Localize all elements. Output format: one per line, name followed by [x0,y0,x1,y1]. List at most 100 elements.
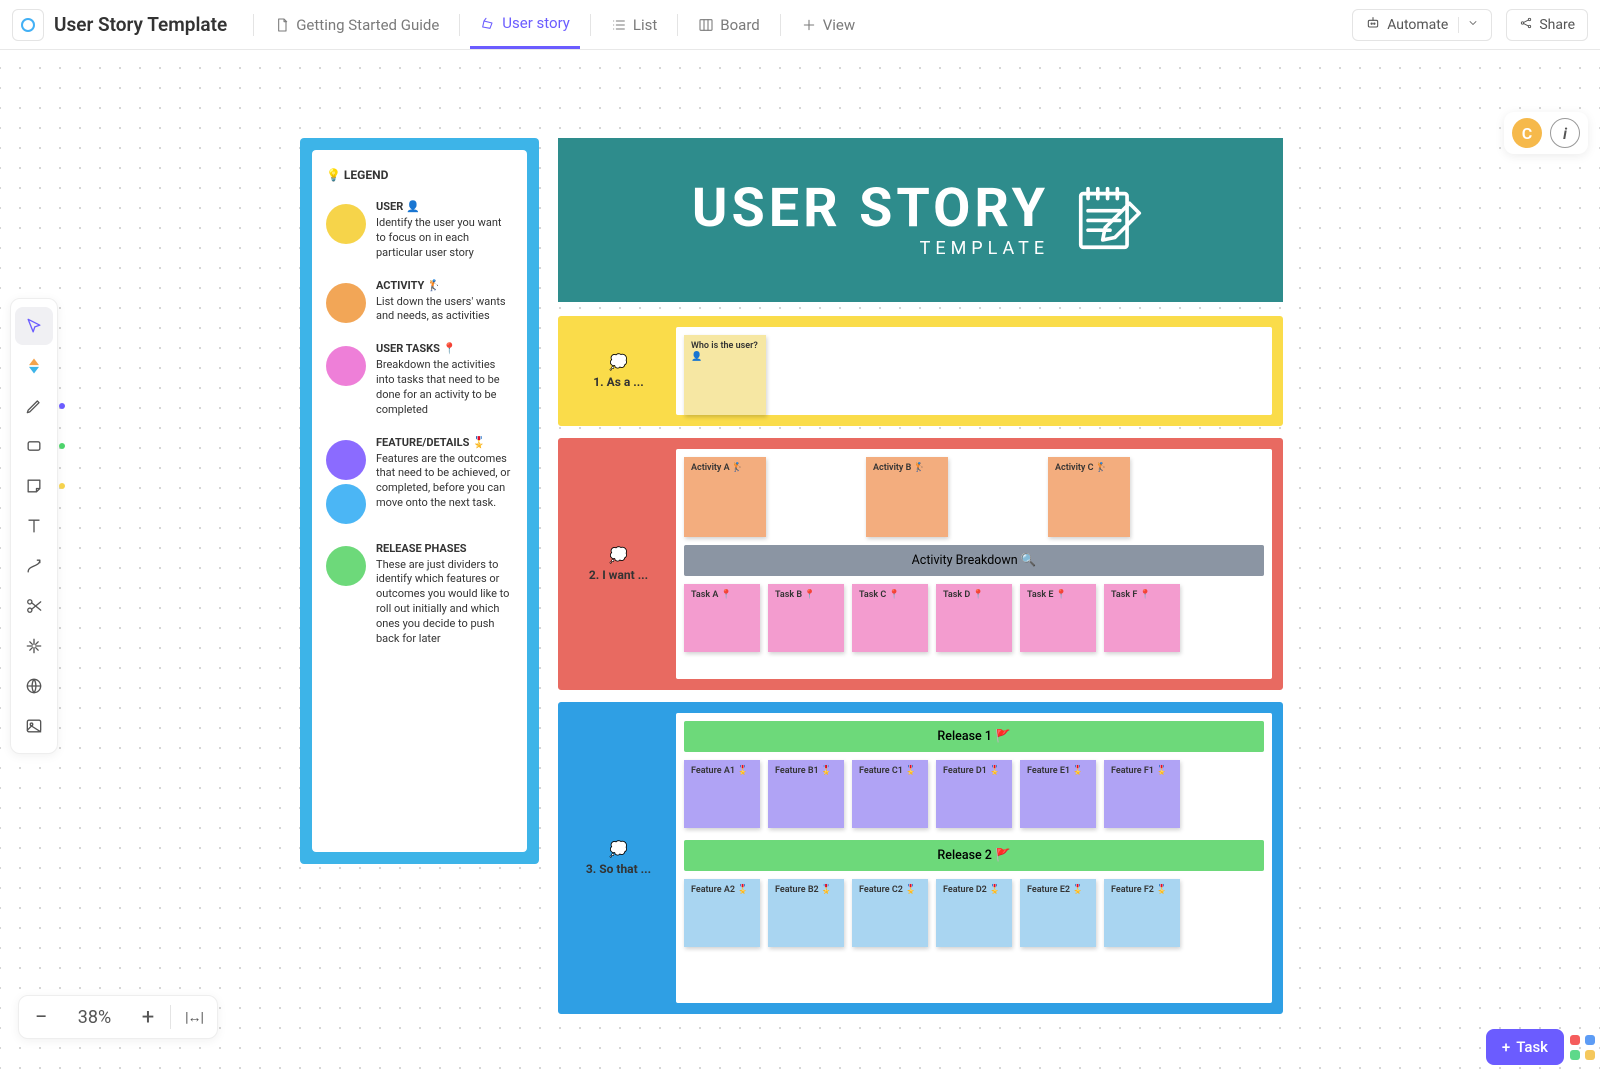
section-i-want[interactable]: 💭 2. I want ... Activity A 🏌️ Activity B … [558,438,1283,690]
sticky-user[interactable]: Who is the user? 👤 [684,335,766,415]
sticky-feature[interactable]: Feature E1 🎖️ [1020,760,1096,828]
sticky-feature[interactable]: Feature A2 🎖️ [684,879,760,947]
legend-swatch [326,546,366,586]
automate-button[interactable]: Automate [1352,9,1492,41]
image-tool[interactable] [15,707,53,745]
apps-button[interactable] [1570,1035,1596,1061]
tab-label: User story [502,14,570,32]
logo[interactable] [12,9,44,41]
zoom-value[interactable]: 38% [63,1007,126,1028]
legend-desc: Identify the user you want to focus on i… [376,216,513,261]
web-tool[interactable] [15,667,53,705]
section-so-that[interactable]: 💭 3. So that ... Release 1 🚩 Feature A1 … [558,702,1283,1014]
sparkle-tool[interactable] [15,627,53,665]
legend-heading: RELEASE PHASES [376,542,513,555]
sticky-feature[interactable]: Feature D2 🎖️ [936,879,1012,947]
activity-breakdown-band[interactable]: Activity Breakdown 🔍 [684,545,1264,576]
legend-item: RELEASE PHASESThese are just dividers to… [326,542,513,647]
tab-board[interactable]: Board [688,1,769,49]
bubble-icon: 💭 [609,840,628,858]
sticky-task[interactable]: Task B 📍 [768,584,844,652]
sticky-activity[interactable]: Activity B 🏌️ [866,457,948,537]
sticky-feature[interactable]: Feature A1 🎖️ [684,760,760,828]
banner[interactable]: USER STORY TEMPLATE [558,138,1283,302]
sticky-text: 👤 [691,352,759,363]
sticky-activity[interactable]: Activity A 🏌️ [684,457,766,537]
sticky-task[interactable]: Task C 📍 [852,584,928,652]
chevron-down-icon[interactable] [1458,17,1479,33]
pointer-tool[interactable] [15,307,53,345]
doc-icon [274,17,290,33]
sticky-feature[interactable]: Feature C1 🎖️ [852,760,928,828]
connector-tool[interactable] [15,547,53,585]
avatar[interactable]: C [1512,118,1542,148]
robot-icon [1365,15,1381,35]
tab-label: Getting Started Guide [296,16,439,34]
legend-title: 💡 LEGEND [326,168,513,182]
legend-heading: USER TASKS 📍 [376,342,513,355]
sticky-tool[interactable] [15,467,53,505]
sticky-feature[interactable]: Feature F1 🎖️ [1104,760,1180,828]
task-button[interactable]: + Task [1486,1029,1564,1065]
legend-heading: ACTIVITY 🏌️ [376,279,513,292]
sticky-feature[interactable]: Feature E2 🎖️ [1020,879,1096,947]
sticky-task[interactable]: Task F 📍 [1104,584,1180,652]
banner-subtitle: TEMPLATE [692,238,1049,259]
legend-item: ACTIVITY 🏌️List down the users' wants an… [326,279,513,325]
bubble-icon: 💭 [609,546,628,564]
notepad-icon [1071,179,1149,261]
share-label: Share [1539,17,1575,33]
legend-heading: USER 👤 [376,200,513,213]
tab-label: View [823,16,855,34]
share-button[interactable]: Share [1506,9,1588,41]
release-2-band[interactable]: Release 2 🚩 [684,840,1264,871]
divider [677,14,678,36]
pen-tool[interactable] [15,387,53,425]
sticky-activity[interactable]: Activity C 🏌️ [1048,457,1130,537]
legend-item: FEATURE/DETAILS 🎖️Features are the outco… [326,436,513,524]
sticky-task[interactable]: Task A 📍 [684,584,760,652]
tab-getting-started[interactable]: Getting Started Guide [264,1,449,49]
sticky-feature[interactable]: Feature B2 🎖️ [768,879,844,947]
info-button[interactable]: i [1550,118,1580,148]
plus-icon [801,17,817,33]
legend-panel[interactable]: 💡 LEGEND USER 👤 Identify the user you wan… [300,138,539,864]
zoom-out-button[interactable]: − [19,1005,63,1030]
document-title[interactable]: User Story Template [54,13,227,36]
fit-button[interactable]: |↔| [171,1009,217,1026]
tab-list[interactable]: List [601,1,667,49]
sticky-feature[interactable]: Feature C2 🎖️ [852,879,928,947]
release-1-band[interactable]: Release 1 🚩 [684,721,1264,752]
section-label: 1. As a ... [593,375,643,389]
sticky-feature[interactable]: Feature F2 🎖️ [1104,879,1180,947]
automate-label: Automate [1387,17,1448,33]
section-as-a[interactable]: 💭 1. As a ... Who is the user? 👤 [558,316,1283,426]
tab-user-story[interactable]: User story [470,1,580,49]
scissors-tool[interactable] [15,587,53,625]
share-icon [1519,16,1533,34]
section-label: 2. I want ... [589,568,648,582]
left-toolbar [10,298,58,754]
sticky-task[interactable]: Task E 📍 [1020,584,1096,652]
rectangle-tool[interactable] [15,427,53,465]
legend-desc: Features are the outcomes that need to b… [376,452,513,511]
canvas[interactable]: − 38% + |↔| C i + Task 💡 LEGEND USER 👤 Id… [0,50,1600,1087]
divider [253,14,254,36]
tab-label: List [633,16,657,34]
divider [459,14,460,36]
sticky-task[interactable]: Task D 📍 [936,584,1012,652]
legend-swatch [326,204,366,244]
text-tool[interactable] [15,507,53,545]
shapes-tool[interactable] [15,347,53,385]
tab-add-view[interactable]: View [791,1,865,49]
plus-icon: + [1502,1038,1510,1056]
topbar: User Story Template Getting Started Guid… [0,0,1600,50]
userstory-icon [480,15,496,31]
sticky-feature[interactable]: Feature B1 🎖️ [768,760,844,828]
sticky-feature[interactable]: Feature D1 🎖️ [936,760,1012,828]
list-icon [611,17,627,33]
task-label: Task [1516,1038,1548,1056]
legend-desc: Breakdown the activities into tasks that… [376,358,513,417]
presence-box: C i [1504,112,1588,154]
zoom-in-button[interactable]: + [126,1005,170,1030]
